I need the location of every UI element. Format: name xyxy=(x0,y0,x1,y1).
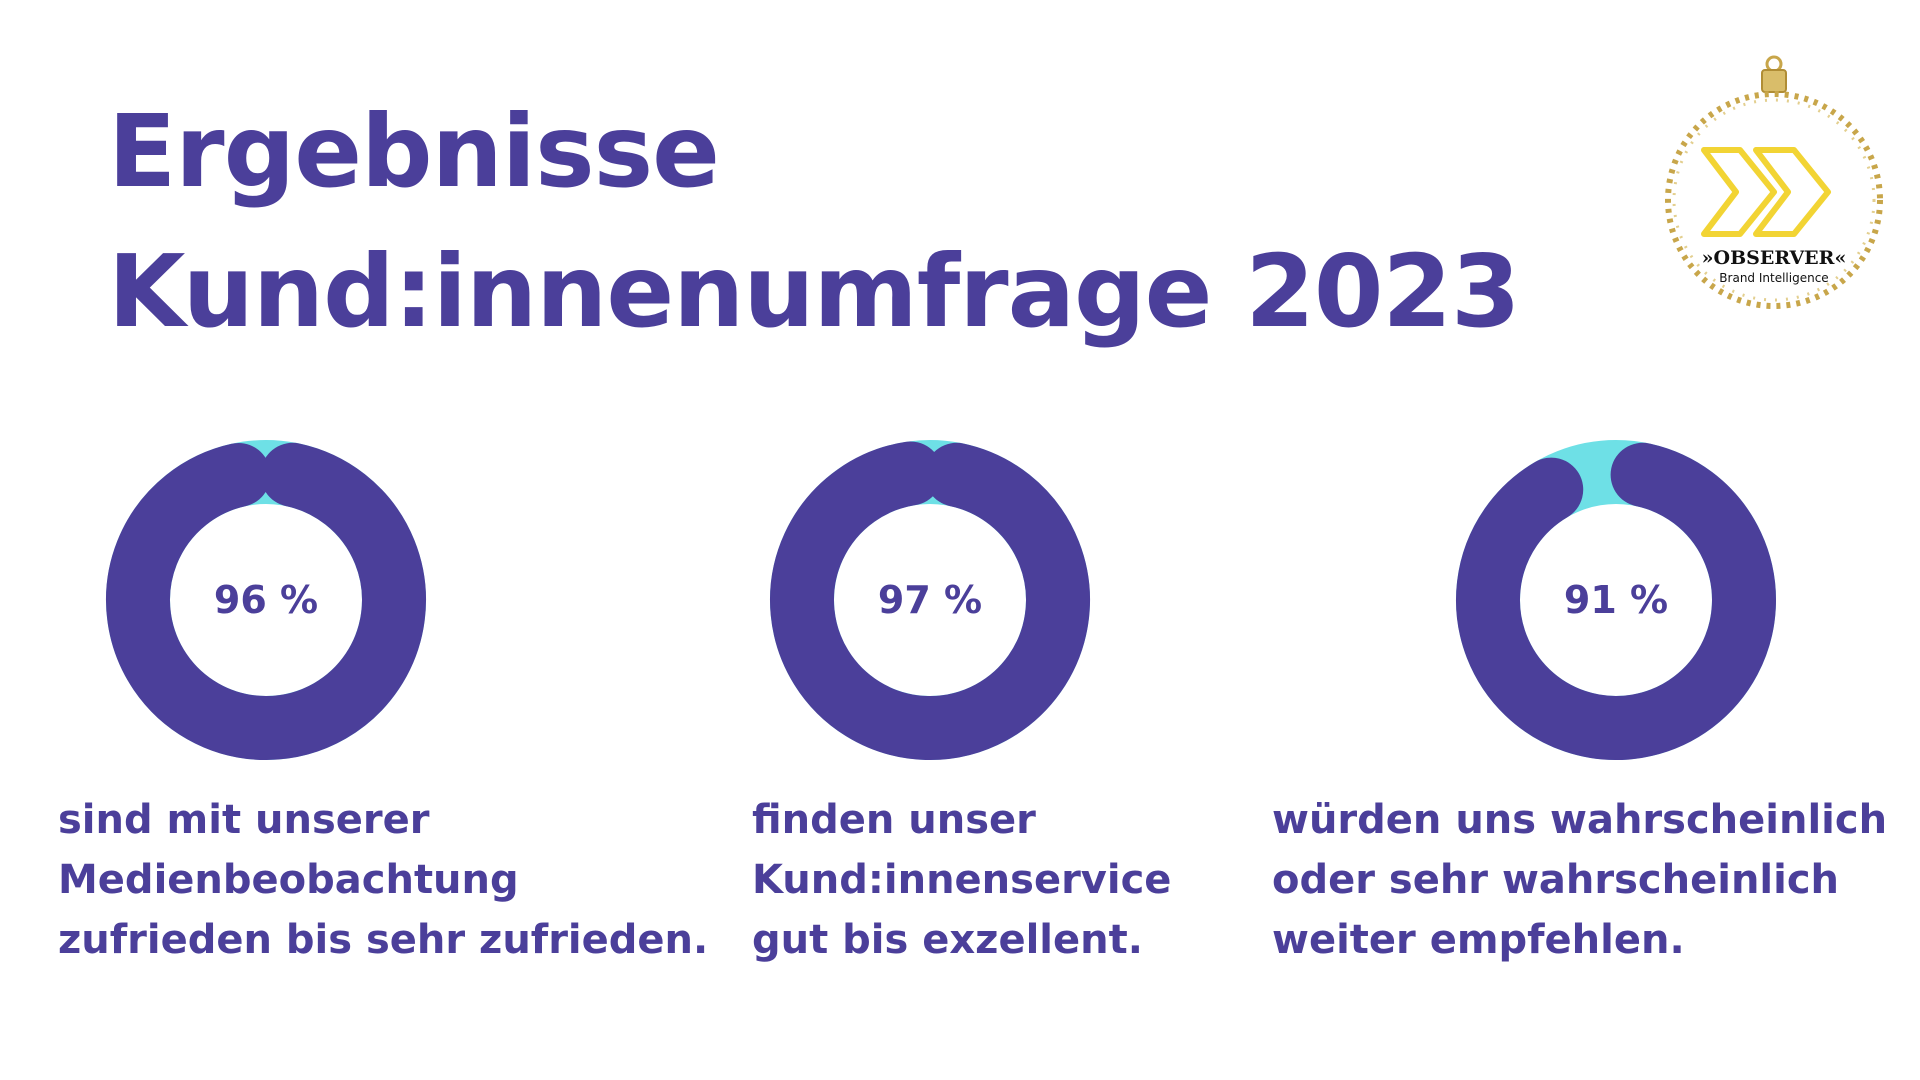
donut-2-value-label: 97 % xyxy=(877,578,983,622)
caption-1-line-3: zufrieden bis sehr zufrieden. xyxy=(58,917,709,963)
donut-3-value-label: 91 % xyxy=(1563,578,1669,622)
caption-1: sind mit unserer Medienbeobachtung zufri… xyxy=(58,790,708,970)
donut-svg-1 xyxy=(106,440,426,760)
donut-1-value-segment xyxy=(106,442,426,760)
donut-svg-2 xyxy=(770,440,1090,760)
caption-2: finden unser Kund:innenservice gut bis e… xyxy=(752,790,1171,970)
donut-2-value-segment xyxy=(770,441,1090,760)
donut-chart-1: 96 % xyxy=(96,430,436,770)
double-chevron-ornament-icon: »OBSERVER« Brand Intelligence xyxy=(1665,55,1883,309)
donut-3-value-segment xyxy=(1456,442,1776,760)
caption-3-line-1: würden uns wahrscheinlich xyxy=(1272,797,1888,843)
caption-2-line-3: gut bis exzellent. xyxy=(752,917,1143,963)
page-title: Ergebnisse Kund:innenumfrage 2023 xyxy=(108,82,1521,362)
title-line-1: Ergebnisse xyxy=(108,93,720,210)
caption-3-line-3: weiter empfehlen. xyxy=(1272,917,1685,963)
caption-1-line-1: sind mit unserer xyxy=(58,797,430,843)
caption-3: würden uns wahrscheinlich oder sehr wahr… xyxy=(1272,790,1887,970)
donut-chart-3: 91 % xyxy=(1446,430,1786,770)
logo-wordmark: »OBSERVER« xyxy=(1702,247,1847,269)
logo-tagline: Brand Intelligence xyxy=(1719,271,1828,285)
caption-1-line-2: Medienbeobachtung xyxy=(58,857,519,903)
caption-2-line-1: finden unser xyxy=(752,797,1036,843)
caption-2-line-2: Kund:innenservice xyxy=(752,857,1172,903)
observer-logo: »OBSERVER« Brand Intelligence xyxy=(1652,54,1892,334)
title-line-2: Kund:innenumfrage 2023 xyxy=(108,233,1521,350)
donut-1-value-label: 96 % xyxy=(213,578,319,622)
caption-3-line-2: oder sehr wahrscheinlich xyxy=(1272,857,1840,903)
donut-svg-3 xyxy=(1456,440,1776,760)
donut-chart-2: 97 % xyxy=(760,430,1100,770)
